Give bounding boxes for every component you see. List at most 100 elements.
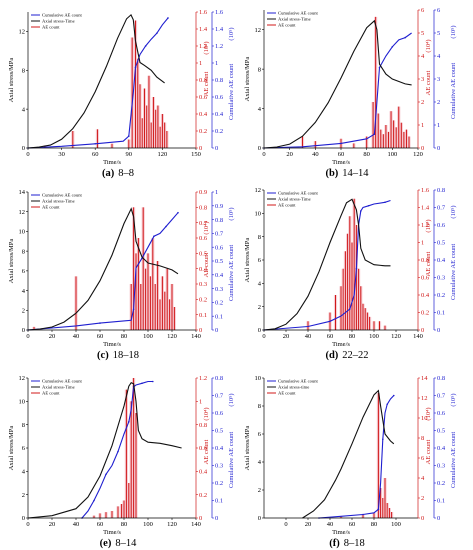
ae-count-tick-label: 2 xyxy=(421,495,424,502)
legend-entry: AE count xyxy=(42,391,60,396)
axial-stress-line xyxy=(263,198,391,331)
ae-count-tick-label: 1 xyxy=(421,122,424,129)
cumulative-ae-tick-label: 0.1 xyxy=(215,498,223,505)
cumulative-ae-tick-label: 0.4 xyxy=(437,445,446,452)
panel-caption-text: 8–8 xyxy=(118,168,134,179)
legend-entry: Cumulative AE count xyxy=(278,11,319,16)
cumulative-ae-axis-unit: (10⁵) xyxy=(450,205,457,218)
x-tick-label: 40 xyxy=(327,521,334,528)
y-tick-label: 10 xyxy=(19,399,26,406)
x-tick-label: 60 xyxy=(327,333,334,340)
y-tick-label: 8 xyxy=(258,234,261,241)
cumulative-ae-point xyxy=(153,235,155,237)
x-tick-label: 0 xyxy=(26,521,29,528)
cumulative-ae-tick-label: 2 xyxy=(437,99,440,106)
panel-caption-text: 8–14 xyxy=(115,538,137,549)
legend-entry: AE count xyxy=(42,25,60,30)
cumulative-ae-axis-label: Cumulative AE count xyxy=(450,63,457,120)
y-tick-label: 0 xyxy=(22,515,25,522)
x-tick-label: 60 xyxy=(97,333,104,340)
ae-count-tick-label: 2 xyxy=(421,99,424,106)
y-tick-label: 12 xyxy=(255,27,262,34)
cumulative-ae-tick-label: 0.8 xyxy=(215,375,223,382)
ae-count-axis-label: AE count xyxy=(203,252,210,277)
ae-count-tick-label: 0.8 xyxy=(199,422,207,429)
panel-caption: (b) 14–14 xyxy=(325,168,369,179)
y-tick-label: 4 xyxy=(258,106,262,113)
cumulative-ae-tick-label: 0 xyxy=(215,145,218,152)
legend-entry: Axial stress-Time xyxy=(278,17,311,22)
chart-panel-5: 0 20 40 60 80 100 120 14002468101200.20.40.60.8… xyxy=(8,375,235,549)
y-tick-label: 12 xyxy=(19,209,26,216)
chart-panel-4: 0 20 40 60 80 100 120 14002468101200.20.40.60.8… xyxy=(244,187,457,361)
panel-caption: (c) 18–18 xyxy=(97,350,139,361)
ae-count-tick-label: 0.8 xyxy=(199,205,207,212)
x-tick-label: 80 xyxy=(349,333,356,340)
ae-count-tick-label: 1.2 xyxy=(199,375,207,382)
ae-count-tick-label: 0.3 xyxy=(199,281,207,288)
y-tick-label: 0 xyxy=(22,327,25,334)
legend-entry: Cumulative AE count xyxy=(278,191,319,196)
cumulative-ae-point xyxy=(152,380,154,383)
cumulative-ae-tick-label: 0.2 xyxy=(215,128,223,135)
cumulative-ae-tick-label: 0.1 xyxy=(215,313,223,320)
x-tick-label: 60 xyxy=(92,151,99,158)
axial-stress-line xyxy=(27,382,182,519)
cumulative-ae-point xyxy=(156,32,158,35)
legend-entry: Cumulative AE count xyxy=(42,193,83,198)
y-tick-label: 0 xyxy=(258,327,261,334)
ae-count-tick-label: 1.2 xyxy=(421,222,429,229)
y-axis-label: Axial stress/MPa xyxy=(244,57,251,102)
legend-entry: Axial stress-Time xyxy=(42,385,75,390)
x-tick-label: 0 xyxy=(26,151,29,158)
cumulative-ae-point xyxy=(128,135,130,137)
ae-count-tick-label: 6 xyxy=(421,455,425,462)
cumulative-ae-point xyxy=(384,201,386,204)
cumulative-ae-axis-label: Cumulative AE count xyxy=(228,245,235,302)
ae-count-tick-label: 8 xyxy=(421,435,424,442)
x-axis-label: Time/s xyxy=(103,159,121,166)
x-tick-label: 20 xyxy=(305,521,312,528)
cumulative-ae-point xyxy=(391,46,394,48)
y-tick-label: 8 xyxy=(22,67,25,74)
panel-caption-text: 14–14 xyxy=(342,168,369,179)
x-tick-label: 0 xyxy=(262,151,265,158)
ae-count-tick-label: 0.2 xyxy=(199,297,207,304)
y-tick-label: 8 xyxy=(22,422,25,429)
y-tick-label: 8 xyxy=(258,403,261,410)
x-tick-label: 40 xyxy=(73,521,80,528)
cumulative-ae-tick-label: 0.4 xyxy=(437,257,446,264)
ae-count-tick-label: 3 xyxy=(421,76,424,83)
ae-count-tick-label: 0 xyxy=(199,145,202,152)
cumulative-ae-tick-label: 3 xyxy=(437,76,440,83)
y-tick-label: 0 xyxy=(22,145,25,152)
cumulative-ae-tick-label: 0.8 xyxy=(437,375,445,382)
axial-stress-line xyxy=(27,14,165,149)
cumulative-ae-tick-label: 0.4 xyxy=(215,445,224,452)
x-tick-label: 0 xyxy=(284,521,287,528)
ae-count-tick-label: 0 xyxy=(421,515,424,522)
ae-count-tick-label: 0 xyxy=(421,145,424,152)
x-tick-label: 100 xyxy=(143,521,153,528)
ae-count-tick-label: 0 xyxy=(199,515,202,522)
panel-caption: (a) 8–8 xyxy=(102,168,134,179)
cumulative-ae-tick-label: 0.8 xyxy=(437,187,445,194)
panel-caption: (d) 22–22 xyxy=(325,350,368,361)
cumulative-ae-tick-label: 5 xyxy=(437,30,440,37)
legend-entry: Axial stress-Time xyxy=(42,199,75,204)
ae-count-axis-unit: (10⁴) xyxy=(203,221,210,234)
panel-caption-label: (e) xyxy=(100,538,112,549)
panel-caption-label: (c) xyxy=(97,350,109,361)
cumulative-ae-tick-label: 0.7 xyxy=(437,205,446,212)
cumulative-ae-line xyxy=(81,380,153,519)
axial-stress-line xyxy=(302,389,395,519)
cumulative-ae-tick-label: 0.7 xyxy=(215,231,224,238)
x-tick-label: 40 xyxy=(312,151,319,158)
cumulative-ae-tick-label: 0.3 xyxy=(437,275,445,282)
ae-count-tick-label: 5 xyxy=(421,30,424,37)
x-tick-label: 90 xyxy=(126,151,133,158)
legend-entry: Cumulative AE count xyxy=(42,379,83,384)
cumulative-ae-point xyxy=(355,267,358,270)
chart-panel-2: 0 20 40 60 80 100 1200481201234560123456Time/s… xyxy=(244,7,457,179)
